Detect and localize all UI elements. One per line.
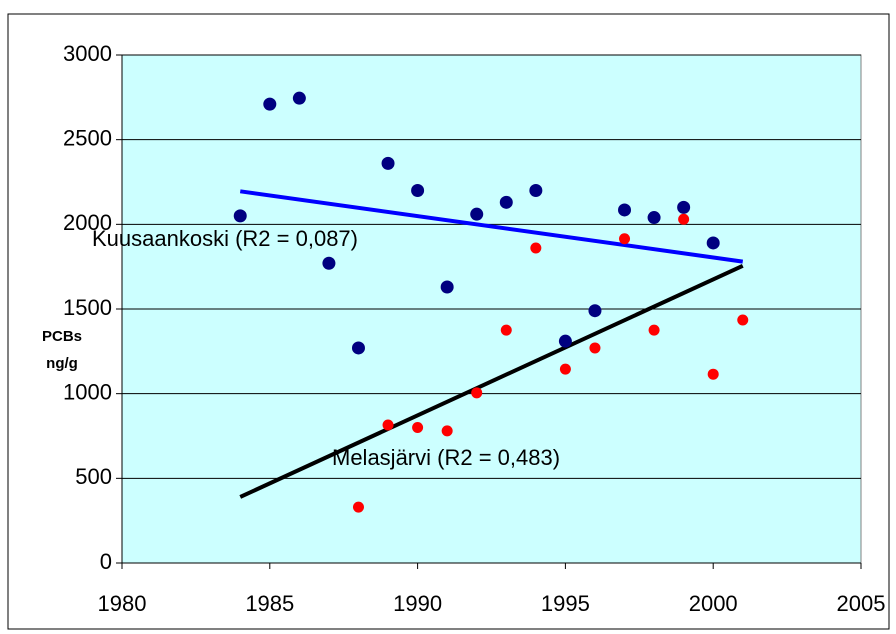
- point: [619, 233, 631, 245]
- point: [263, 97, 277, 111]
- y-tick-label: 1000: [63, 379, 112, 404]
- point: [588, 304, 602, 318]
- point: [648, 324, 660, 336]
- y-tick-label: 3000: [63, 41, 112, 66]
- point: [500, 324, 512, 336]
- x-tick-label: 1995: [541, 591, 590, 616]
- point: [233, 209, 247, 223]
- y-tick-label: 0: [100, 549, 112, 574]
- point: [678, 213, 690, 225]
- point: [707, 368, 719, 380]
- point: [381, 156, 395, 170]
- x-tick-label: 2000: [689, 591, 738, 616]
- x-tick-label: 1980: [98, 591, 147, 616]
- point: [322, 256, 336, 270]
- y-tick-label: 1500: [63, 295, 112, 320]
- point: [529, 183, 543, 197]
- point: [470, 207, 484, 221]
- point: [351, 341, 365, 355]
- y-tick-label: 2000: [63, 210, 112, 235]
- point: [618, 203, 632, 217]
- point: [352, 501, 364, 513]
- annotation: Kuusaankoski (R2 = 0,087): [92, 226, 358, 251]
- point: [411, 183, 425, 197]
- y-axis-label: ng/g: [46, 355, 78, 372]
- point: [499, 195, 513, 209]
- point: [589, 342, 601, 354]
- x-tick-label: 2005: [837, 591, 886, 616]
- point: [559, 363, 571, 375]
- point: [706, 236, 720, 250]
- point: [441, 425, 453, 437]
- y-axis-label: PCBs: [42, 328, 82, 345]
- trend-line: [239, 189, 744, 264]
- point: [440, 280, 454, 294]
- point: [647, 211, 661, 225]
- point: [471, 387, 483, 399]
- annotation: Melasjärvi (R2 = 0,483): [332, 445, 560, 470]
- point: [382, 419, 394, 431]
- x-tick-label: 1985: [245, 591, 294, 616]
- point: [558, 334, 572, 348]
- y-tick-label: 2500: [63, 125, 112, 150]
- point: [530, 242, 542, 254]
- point: [412, 422, 424, 434]
- point: [677, 200, 691, 214]
- point: [737, 314, 749, 326]
- x-tick-label: 1990: [393, 591, 442, 616]
- point: [292, 91, 306, 105]
- y-tick-label: 500: [75, 464, 112, 489]
- trend-line: [239, 264, 744, 499]
